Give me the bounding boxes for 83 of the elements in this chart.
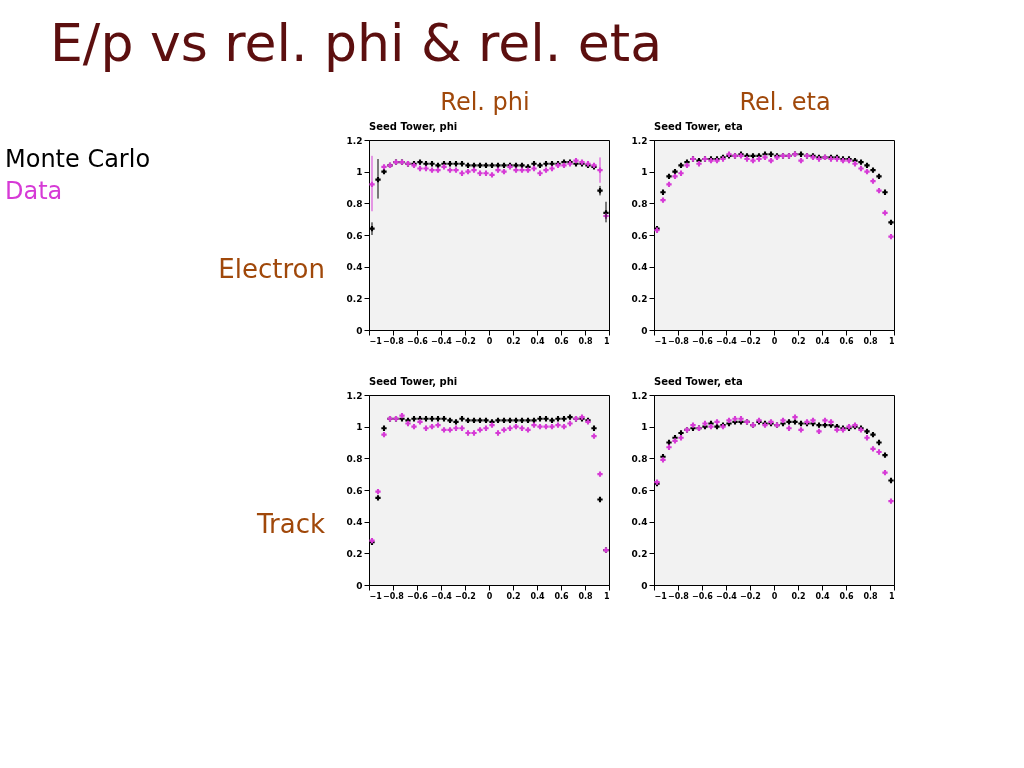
x-tick-label: −0.6 (407, 591, 429, 601)
x-tick-label: 0.6 (554, 336, 570, 346)
x-tick-label: 0.4 (815, 591, 831, 601)
y-tick-label: 0.2 (631, 293, 648, 304)
x-tick-label: 0 (486, 336, 493, 346)
y-tick-label: 1.2 (631, 135, 648, 146)
x-tick-label: 0.2 (791, 336, 806, 346)
y-tick-label: 0 (641, 580, 648, 591)
text: Data (5, 177, 63, 205)
x-tick-label: 0 (771, 336, 778, 346)
x-tick-label: 0.8 (578, 336, 594, 346)
x-tick-label: −0.2 (740, 591, 761, 601)
y-tick-label: 0 (356, 325, 363, 336)
y-tick-label: 0.2 (631, 548, 648, 559)
chart-title: Seed Tower, eta (654, 121, 743, 132)
x-tick-label: −1 (654, 591, 668, 601)
x-tick-label: −0.6 (407, 336, 429, 346)
y-tick-label: 1 (641, 167, 648, 178)
y-tick-label: 0.4 (346, 262, 363, 273)
y-tick-label: 1 (641, 422, 648, 433)
chart-title: Seed Tower, eta (654, 376, 743, 387)
y-tick-label: 0.4 (631, 262, 648, 273)
y-tick-label: 1.2 (346, 390, 363, 401)
y-tick-label: 0.8 (631, 453, 648, 464)
y-tick-label: 0.8 (631, 198, 648, 209)
chart-title: Seed Tower, phi (369, 121, 458, 132)
x-tick-label: −0.4 (431, 336, 453, 346)
y-tick-label: 0.2 (346, 293, 363, 304)
x-tick-label: 0.2 (791, 591, 806, 601)
text: Rel. eta (739, 88, 831, 116)
y-tick-label: 0 (641, 325, 648, 336)
x-tick-label: −0.2 (740, 336, 761, 346)
x-tick-label: −0.4 (716, 591, 738, 601)
x-tick-label: 0.6 (839, 336, 855, 346)
x-tick-label: −0.6 (692, 591, 714, 601)
y-tick-label: 0.6 (631, 485, 648, 496)
x-tick-label: −0.2 (455, 336, 476, 346)
x-tick-label: 0.2 (506, 591, 521, 601)
x-tick-label: −0.6 (692, 336, 714, 346)
x-tick-label: −0.2 (455, 591, 476, 601)
text: Rel. phi (440, 88, 530, 116)
text: Electron (218, 254, 325, 284)
x-tick-label: −0.8 (668, 336, 690, 346)
x-tick-label: 0.6 (554, 591, 570, 601)
x-tick-label: 0.4 (530, 591, 546, 601)
y-tick-label: 0.6 (346, 230, 363, 241)
x-tick-label: 1 (603, 336, 610, 346)
x-tick-label: 1 (888, 336, 895, 346)
x-tick-label: −0.4 (716, 336, 738, 346)
x-tick-label: −1 (369, 591, 383, 601)
x-tick-label: −0.8 (383, 591, 405, 601)
text: Track (255, 509, 325, 539)
y-tick-label: 0.2 (346, 548, 363, 559)
x-tick-label: 0.6 (839, 591, 855, 601)
y-tick-label: 0.8 (346, 198, 363, 209)
x-tick-label: 0.2 (506, 336, 521, 346)
x-tick-label: −0.4 (431, 591, 453, 601)
x-tick-label: −1 (654, 336, 668, 346)
x-tick-label: 0.4 (530, 336, 546, 346)
x-tick-label: 0 (771, 591, 778, 601)
y-tick-label: 0.8 (346, 453, 363, 464)
x-tick-label: 0.8 (863, 591, 879, 601)
x-tick-label: −0.8 (383, 336, 405, 346)
y-tick-label: 0.6 (346, 485, 363, 496)
y-tick-label: 0.4 (631, 517, 648, 528)
x-tick-label: 0.8 (863, 336, 879, 346)
y-tick-label: 1 (356, 422, 363, 433)
y-tick-label: 0 (356, 580, 363, 591)
x-tick-label: 0 (486, 591, 493, 601)
x-tick-label: 1 (888, 591, 895, 601)
x-tick-label: 1 (603, 591, 610, 601)
y-tick-label: 1 (356, 167, 363, 178)
text: Monte Carlo (5, 145, 151, 173)
y-tick-label: 1.2 (631, 390, 648, 401)
x-tick-label: 0.4 (815, 336, 831, 346)
x-tick-label: −1 (369, 336, 383, 346)
y-tick-label: 0.4 (346, 517, 363, 528)
x-tick-label: 0.8 (578, 591, 594, 601)
x-tick-label: −0.8 (668, 591, 690, 601)
y-tick-label: 0.6 (631, 230, 648, 241)
text: E/p vs rel. phi & rel. eta (50, 13, 663, 73)
chart-title: Seed Tower, phi (369, 376, 458, 387)
y-tick-label: 1.2 (346, 135, 363, 146)
